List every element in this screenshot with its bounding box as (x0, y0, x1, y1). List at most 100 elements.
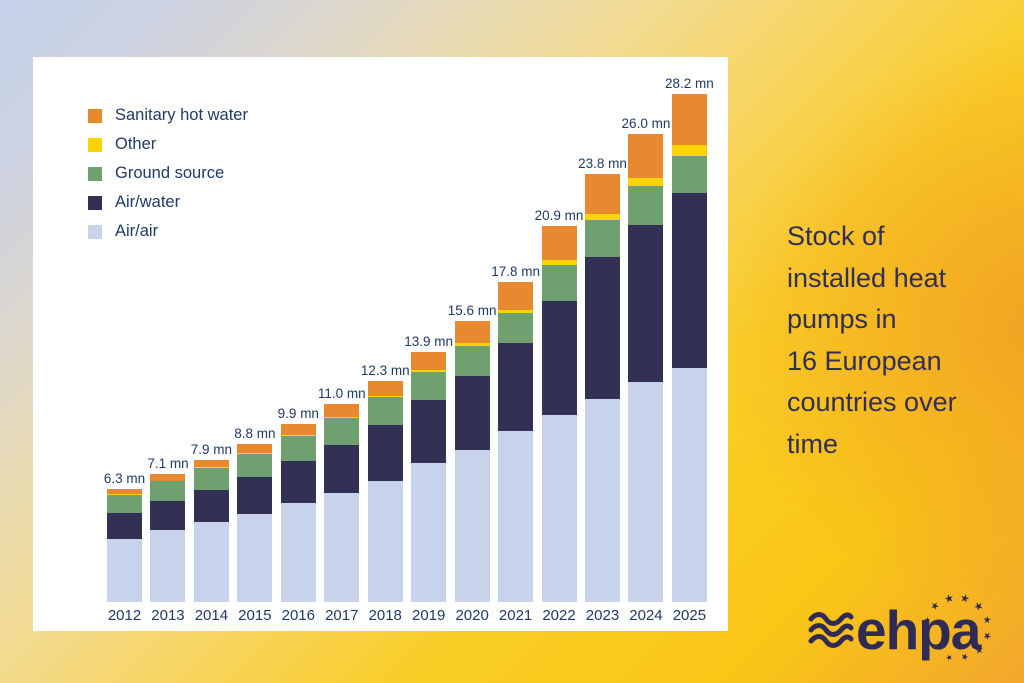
legend-label: Other (115, 135, 157, 153)
legend-swatch-icon (88, 137, 102, 152)
bar-total-label: 15.6 mn (447, 303, 497, 319)
bar-segment (193, 468, 229, 490)
bar-segment (411, 371, 447, 401)
x-axis-tick-label: 2024 (629, 607, 663, 624)
x-axis-tick-label: 2022 (542, 607, 576, 624)
chart-panel: Sanitary hot water Other Ground source Air/… (33, 57, 728, 631)
bar-2013: 7.1 mn 2013 (147, 456, 188, 624)
bar-segment (671, 193, 707, 368)
bar-2018: 12.3 mn 2018 (361, 363, 410, 624)
bar-segment (237, 513, 273, 602)
bar-segment (237, 452, 273, 454)
bar-segment (584, 173, 620, 215)
bar-segment (150, 501, 186, 530)
bar-total-label: 17.8 mn (491, 263, 540, 279)
bar-segment (150, 480, 186, 482)
bar-total-label: 6.3 mn (103, 470, 146, 486)
star-icon: ★ (959, 651, 970, 663)
x-axis-tick-label: 2021 (498, 607, 533, 624)
x-axis-tick-label: 2025 (672, 607, 707, 624)
x-axis-tick-label: 2017 (325, 607, 359, 624)
bar-segment (454, 449, 490, 602)
star-icon: ★ (942, 591, 956, 607)
bar-segment (498, 313, 534, 343)
bar-segment (237, 453, 273, 477)
bar-segment (367, 397, 403, 426)
bar-segment (671, 155, 707, 194)
bar-total-label: 12.3 mn (360, 362, 410, 378)
bar-2019: 13.9 mn 2019 (404, 334, 453, 624)
bar-segment (280, 434, 316, 436)
bar-segment (628, 178, 664, 187)
bar-segment (454, 321, 490, 343)
caption-line: 16 European (787, 345, 942, 376)
caption-line: countries over (787, 387, 957, 417)
bar-2016: 9.9 mn 2016 (278, 406, 319, 624)
x-axis-tick-label: 2013 (151, 607, 185, 624)
bar-segment (107, 539, 142, 602)
bar-segment (324, 417, 360, 445)
bar-total-label: 23.8 mn (578, 155, 627, 171)
legend-label: Air/air (115, 222, 159, 240)
bar-total-label: 9.9 mn (277, 405, 319, 421)
bar-segment (671, 94, 707, 145)
star-icon: ★ (928, 599, 943, 614)
bar-2021: 17.8 mn 2021 (491, 264, 540, 624)
bar-segment (498, 342, 534, 431)
bar-segment (367, 481, 403, 602)
bar-segment (584, 220, 620, 258)
legend-swatch-icon (88, 166, 102, 181)
bar-segment (324, 493, 360, 602)
legend-swatch-icon (88, 224, 102, 239)
bar-segment (150, 474, 186, 481)
bar-2017: 11.0 mn 2017 (318, 386, 366, 624)
bar-segment (541, 225, 577, 261)
bar-segment (454, 345, 490, 377)
bar-segment (193, 489, 229, 523)
x-axis-tick-label: 2018 (368, 607, 402, 624)
bar-segment (584, 257, 620, 399)
bar-segment (498, 281, 534, 310)
bar-2024: 26.0 mn 2024 (622, 116, 671, 624)
legend-swatch-icon (88, 195, 102, 210)
bar-segment (324, 416, 360, 418)
x-axis-tick-label: 2014 (194, 607, 229, 624)
bar-2014: 7.9 mn 2014 (191, 442, 232, 624)
bar-total-label: 11.0 mn (317, 386, 366, 402)
caption-line: pumps in (787, 304, 897, 334)
bar-segment (237, 476, 273, 514)
bar-segment (107, 512, 142, 539)
bar-segment (671, 368, 707, 602)
bar-segment (193, 459, 229, 468)
x-axis-tick-label: 2016 (281, 607, 315, 624)
star-icon: ★ (979, 630, 993, 642)
star-icon: ★ (970, 599, 986, 615)
side-caption: Stock of installed heat pumps in 16 Europea… (787, 216, 1002, 465)
legend-item: Ground source (88, 159, 248, 188)
bar-total-label: 26.0 mn (621, 116, 671, 132)
x-axis-tick-label: 2020 (455, 607, 489, 624)
bar-segment (367, 425, 403, 482)
bar-segment (628, 186, 664, 225)
legend-item: Air/air (88, 217, 248, 246)
stacked-bar-chart: 6.3 mn 2012 7.1 mn 2013 7.9 mn 2014 8.8 mn 2015… (103, 76, 714, 624)
bar-segment (411, 369, 447, 372)
bar-segment (107, 494, 142, 495)
bar-segment (498, 431, 534, 602)
bar-segment (498, 309, 534, 314)
legend-item: Air/water (88, 188, 248, 217)
bar-2015: 8.8 mn 2015 (234, 426, 275, 624)
bar-segment (193, 522, 229, 602)
bar-total-label: 20.9 mn (534, 207, 584, 223)
bar-2023: 23.8 mn 2023 (578, 156, 627, 624)
star-icon: ★ (958, 591, 972, 607)
bar-segment (150, 481, 186, 502)
bar-segment (367, 395, 403, 398)
caption-line: Stock of (787, 221, 885, 251)
bar-segment (411, 463, 447, 602)
bar-segment (541, 414, 577, 602)
bar-segment (671, 144, 707, 156)
bar-2020: 15.6 mn 2020 (448, 303, 497, 624)
x-axis-tick-label: 2019 (411, 607, 446, 624)
